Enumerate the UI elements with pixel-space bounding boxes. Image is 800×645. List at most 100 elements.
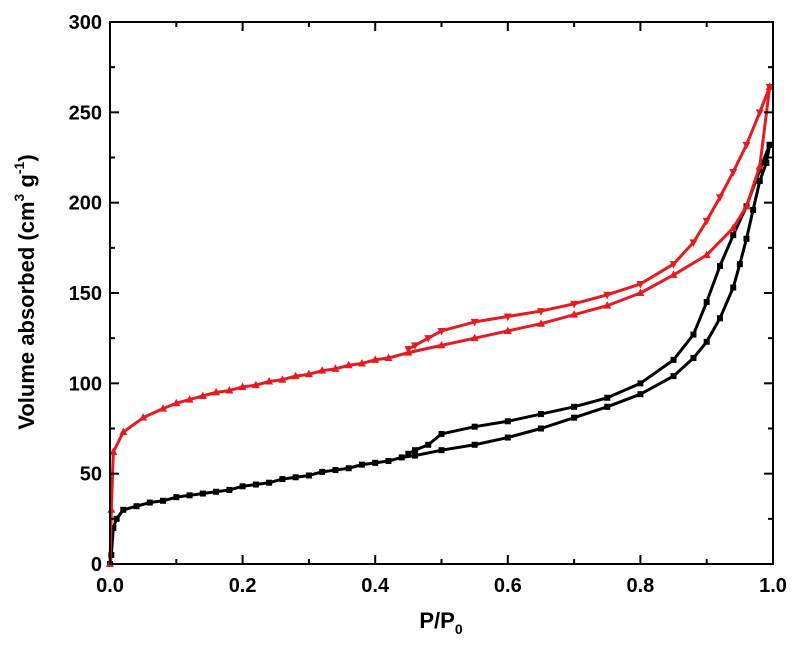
data-point <box>729 168 738 177</box>
x-tick-label: 0.2 <box>229 575 257 597</box>
data-point <box>636 288 645 296</box>
data-point <box>318 366 327 374</box>
data-point <box>213 488 220 495</box>
data-point <box>503 326 512 334</box>
data-point <box>404 346 413 354</box>
data-point <box>571 414 578 421</box>
data-point <box>603 301 612 309</box>
data-point <box>405 450 412 457</box>
data-point <box>729 223 738 231</box>
x-axis-title: P/P0 <box>419 608 462 637</box>
data-point <box>730 232 737 239</box>
data-point <box>536 308 545 316</box>
data-point <box>159 404 168 412</box>
data-point <box>755 162 764 170</box>
series-line <box>108 144 772 565</box>
axes-layer: 0.0 0.2 0.4 0.6 0.8 1.0 0 50 100 150 200 250 300 <box>69 12 787 597</box>
data-point <box>133 503 140 510</box>
data-point <box>763 159 770 166</box>
data-point <box>690 355 697 362</box>
series-3 <box>106 82 774 567</box>
data-point <box>291 371 300 380</box>
y-tick-label: 250 <box>69 102 102 124</box>
data-point <box>438 430 445 437</box>
series-1 <box>107 141 773 567</box>
data-point <box>304 369 313 378</box>
data-point <box>212 387 221 396</box>
data-point <box>160 497 167 504</box>
data-point <box>702 217 711 226</box>
data-point <box>239 483 246 490</box>
data-point <box>755 109 764 117</box>
data-point <box>670 373 677 380</box>
data-point <box>504 434 511 441</box>
data-point <box>742 141 751 150</box>
data-point <box>265 377 274 385</box>
data-point <box>536 319 545 327</box>
data-point <box>238 382 247 390</box>
data-point <box>702 250 711 259</box>
data-point <box>636 280 645 289</box>
data-point <box>120 506 127 513</box>
data-point <box>604 394 611 401</box>
data-point <box>766 141 773 148</box>
data-point <box>742 201 751 210</box>
data-point <box>703 338 710 345</box>
y-tick-label: 0 <box>91 554 102 576</box>
data-point <box>424 335 433 343</box>
data-point <box>537 411 544 418</box>
data-point <box>471 441 478 448</box>
data-point <box>470 333 479 342</box>
data-point <box>292 474 299 481</box>
data-point <box>504 418 511 425</box>
y-tick-label: 50 <box>80 464 102 486</box>
data-point <box>226 486 233 493</box>
data-point <box>503 313 512 321</box>
data-point <box>139 413 148 421</box>
series-layer <box>106 82 774 567</box>
data-point <box>730 284 737 291</box>
data-point <box>537 425 544 432</box>
data-point <box>113 515 120 522</box>
data-point <box>690 331 697 338</box>
data-point <box>410 342 419 350</box>
data-point <box>173 494 180 501</box>
data-point <box>438 447 445 454</box>
data-point <box>669 270 678 278</box>
data-point <box>344 360 353 369</box>
data-point <box>319 468 326 475</box>
data-point <box>411 447 418 454</box>
data-point <box>604 403 611 410</box>
data-point <box>345 465 352 472</box>
data-point <box>107 505 116 513</box>
data-point <box>715 194 724 202</box>
data-point <box>743 235 750 242</box>
data-point <box>471 423 478 430</box>
data-point <box>765 84 774 92</box>
data-point <box>716 315 723 322</box>
data-point <box>198 391 207 399</box>
data-point <box>756 177 763 184</box>
y-tick-label: 200 <box>69 193 102 215</box>
data-point <box>703 299 710 306</box>
data-point <box>172 398 181 407</box>
data-point <box>109 447 118 455</box>
data-point <box>437 327 446 336</box>
data-point <box>571 403 578 410</box>
data-point <box>470 318 479 327</box>
data-point <box>305 472 312 479</box>
x-tick-label: 0.4 <box>361 575 390 597</box>
x-tick-label: 1.0 <box>759 575 787 597</box>
data-point <box>670 356 677 363</box>
data-point <box>266 479 273 486</box>
data-point <box>146 499 153 506</box>
data-point <box>570 300 579 309</box>
data-point <box>332 467 339 474</box>
data-point <box>689 239 698 247</box>
y-tick-label: 100 <box>69 373 102 395</box>
data-point <box>119 427 128 436</box>
data-point <box>398 454 405 461</box>
data-point <box>637 380 644 387</box>
data-point <box>603 291 612 300</box>
